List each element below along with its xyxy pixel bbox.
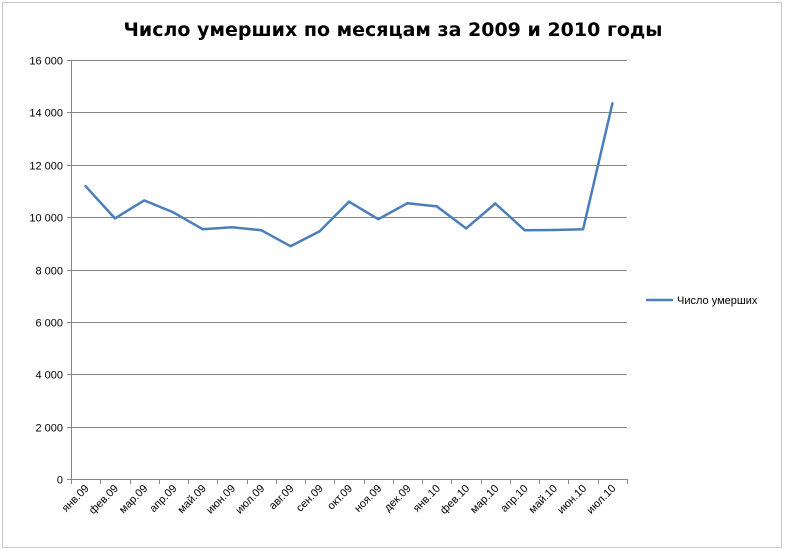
chart-title: Число умерших по месяцам за 2009 и 2010 …	[123, 19, 663, 41]
x-axis: янв.09фев.09мар.09апр.09май.09июн.09июл.…	[60, 479, 628, 517]
x-tick-label: окт.09	[325, 483, 355, 513]
y-tick-label: 14 000	[29, 108, 63, 120]
data-point	[113, 217, 117, 220]
x-tick-label: апр.10	[499, 483, 531, 515]
y-tick-label: 12 000	[29, 161, 63, 173]
x-tick-label: авг.09	[267, 483, 297, 513]
series-line	[84, 102, 614, 248]
x-tick-label: мар.10	[468, 483, 501, 516]
x-tick-label: дек.09	[382, 483, 414, 515]
y-tick-label: 0	[57, 475, 63, 487]
data-point	[581, 228, 585, 231]
x-tick-label: июн.09	[204, 483, 238, 517]
data-point	[347, 200, 351, 203]
legend-label: Число умерших	[677, 295, 758, 307]
x-tick-label: мар.09	[117, 483, 150, 516]
data-point	[523, 229, 526, 232]
y-tick-label: 8 000	[35, 266, 63, 278]
data-point	[289, 245, 292, 248]
data-point	[464, 227, 468, 230]
line-chart: 0 2 000 4 000 6 000 8 000 10 000 12 000 14 000 1…	[29, 56, 758, 517]
data-point	[435, 205, 438, 208]
data-point	[377, 218, 380, 221]
x-tick-label: май.10	[527, 483, 560, 516]
y-tick-label: 10 000	[29, 213, 63, 225]
data-point	[143, 199, 146, 202]
data-point	[406, 202, 409, 205]
data-point	[611, 102, 614, 105]
x-tick-label: июл.09	[233, 483, 267, 517]
data-point	[230, 226, 234, 229]
y-tick-label: 4 000	[35, 370, 63, 382]
x-tick-label: июл.10	[585, 483, 619, 517]
data-point	[84, 185, 87, 188]
gridlines	[71, 60, 627, 480]
y-axis: 0 2 000 4 000 6 000 8 000 10 000 12 000 14 000 1…	[29, 56, 72, 487]
y-tick-label: 6 000	[35, 318, 63, 330]
x-tick-label: май.09	[175, 483, 208, 516]
x-tick-label: фев.10	[438, 483, 472, 517]
x-tick-label: апр.09	[147, 483, 179, 515]
data-point	[318, 230, 321, 233]
data-point	[260, 229, 263, 232]
x-tick-label: июн.10	[555, 483, 589, 517]
y-tick-label: 2 000	[35, 423, 63, 435]
data-point	[552, 228, 555, 232]
series-layer	[84, 102, 614, 248]
x-tick-label: фев.09	[87, 483, 121, 517]
data-point	[201, 228, 204, 231]
x-tick-label: ноя.09	[352, 483, 384, 515]
legend: Число умерших	[646, 295, 758, 307]
data-point	[494, 202, 497, 205]
y-tick-label: 16 000	[29, 56, 63, 68]
data-point	[172, 211, 175, 214]
chart-frame: Число умерших по месяцам за 2009 и 2010 …	[2, 2, 782, 548]
x-tick-label: сен.09	[294, 483, 326, 515]
